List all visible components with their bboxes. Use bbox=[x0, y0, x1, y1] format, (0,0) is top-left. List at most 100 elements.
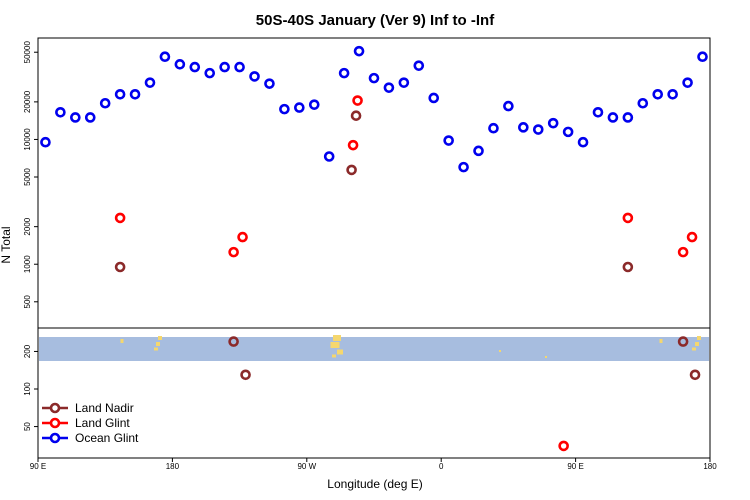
y-tick-label: 2000 bbox=[23, 217, 32, 235]
y-tick-label: 50 bbox=[23, 422, 32, 431]
land-nadir-point bbox=[228, 336, 239, 347]
land-glint-point bbox=[237, 231, 248, 243]
land-glint-legend-label: Land Glint bbox=[75, 416, 130, 430]
land-glint-point bbox=[352, 95, 363, 106]
ocean-glint-point bbox=[428, 92, 440, 104]
ocean-glint-point bbox=[592, 107, 604, 118]
ocean-glint-point bbox=[219, 61, 230, 73]
ocean-glint-point bbox=[294, 102, 305, 113]
map-land-patch bbox=[337, 349, 343, 355]
ocean-glint-point bbox=[323, 151, 335, 162]
ocean-glint-point bbox=[308, 99, 320, 110]
y-tick-label: 50000 bbox=[23, 41, 32, 64]
ocean-glint-legend-marker bbox=[49, 432, 61, 444]
land-nadir-point bbox=[622, 261, 634, 273]
ocean-glint-point bbox=[99, 97, 111, 109]
ocean-glint-point bbox=[652, 89, 664, 100]
x-axis-label: Longitude (deg E) bbox=[327, 477, 422, 491]
ocean-glint-point bbox=[174, 59, 186, 70]
y-tick-label: 500 bbox=[23, 295, 32, 309]
ocean-glint-point bbox=[368, 72, 380, 84]
x-tick-label: 0 bbox=[439, 462, 444, 471]
ocean-glint-point bbox=[249, 71, 260, 82]
land-nadir-point bbox=[240, 369, 251, 381]
ocean-glint-point bbox=[353, 45, 365, 57]
x-tick-label: 90 W bbox=[297, 462, 316, 471]
y-tick-label: 20000 bbox=[23, 90, 32, 113]
map-land-patch bbox=[695, 342, 699, 346]
map-land-patch bbox=[692, 347, 696, 351]
y-axis-label: N Total bbox=[0, 226, 13, 263]
world-map-strip bbox=[39, 335, 709, 361]
map-land-patch bbox=[545, 356, 547, 358]
ocean-glint-point bbox=[84, 112, 96, 123]
land-nadir-point bbox=[346, 164, 357, 176]
ocean-glint-point bbox=[488, 122, 499, 134]
x-tick-label: 180 bbox=[166, 462, 180, 471]
map-land-patch bbox=[158, 336, 162, 340]
ocean-glint-point bbox=[637, 97, 649, 109]
ocean-glint-point bbox=[443, 135, 454, 146]
y-tick-label: 1000 bbox=[23, 255, 32, 273]
ocean-glint-point bbox=[189, 61, 201, 73]
ocean-glint-point bbox=[114, 89, 126, 100]
land-glint-legend-marker bbox=[49, 417, 61, 429]
ocean-glint-point bbox=[518, 122, 529, 133]
land-nadir-point bbox=[350, 110, 362, 121]
ocean-glint-point bbox=[547, 117, 559, 129]
ocean-glint-point bbox=[458, 161, 469, 173]
land-nadir-legend-marker bbox=[49, 402, 61, 414]
ocean-glint-point bbox=[70, 112, 81, 123]
x-tick-label: 90 E bbox=[30, 462, 46, 471]
ocean-glint-point bbox=[40, 136, 51, 148]
plot-frame bbox=[37, 37, 711, 459]
ocean-glint-point bbox=[338, 67, 350, 79]
ocean-glint-legend-label: Ocean Glint bbox=[75, 431, 139, 445]
map-land-patch bbox=[332, 354, 336, 358]
land-nadir-legend-label: Land Nadir bbox=[75, 401, 134, 415]
ocean-glint-point bbox=[159, 51, 171, 63]
map-land-patch bbox=[697, 336, 701, 340]
map-land-patch bbox=[330, 342, 340, 348]
y-axis: 50 100 200 500 1000 2000 5000 10000 20000 50000 bbox=[23, 41, 38, 431]
ocean-glint-point bbox=[264, 78, 275, 89]
y-tick-label: 5000 bbox=[23, 168, 32, 186]
land-glint-point bbox=[347, 139, 359, 151]
ocean-glint-point bbox=[682, 77, 693, 88]
land-glint-point bbox=[558, 440, 569, 452]
map-land-patch bbox=[120, 339, 124, 343]
ocean-glint-point bbox=[413, 60, 425, 71]
ocean-glint-point bbox=[473, 145, 484, 157]
map-land-patch bbox=[154, 347, 158, 351]
map-land-patch bbox=[499, 350, 501, 352]
ocean-glint-point bbox=[279, 103, 290, 115]
land-nadir-point bbox=[114, 261, 126, 273]
land-glint-point bbox=[622, 212, 634, 224]
land-glint-point bbox=[686, 231, 698, 243]
x-axis: 90 E 180 90 W 0 90 E 180 bbox=[30, 458, 717, 471]
x-tick-label: 180 bbox=[703, 462, 717, 471]
ocean-glint-point bbox=[503, 100, 514, 112]
ocean-glint-point bbox=[129, 89, 141, 100]
y-tick-label: 100 bbox=[23, 382, 32, 396]
map-land-patch bbox=[659, 339, 663, 343]
land-glint-point bbox=[228, 246, 239, 258]
ocean-glint-point bbox=[55, 107, 66, 118]
ocean-glint-point bbox=[532, 124, 544, 135]
y-tick-label: 200 bbox=[23, 344, 32, 358]
ocean-glint-point bbox=[398, 77, 410, 88]
map-ocean-band bbox=[39, 337, 709, 361]
ocean-glint-point bbox=[622, 112, 634, 123]
ocean-glint-point bbox=[607, 112, 619, 123]
y-tick-label: 10000 bbox=[23, 128, 32, 151]
ocean-glint-point bbox=[383, 82, 395, 93]
ocean-glint-point bbox=[667, 89, 678, 100]
land-nadir-point bbox=[677, 336, 689, 347]
ocean-glint-point bbox=[144, 77, 156, 88]
ocean-glint-point bbox=[204, 67, 216, 79]
ocean-glint-point bbox=[562, 126, 574, 138]
land-glint-point bbox=[114, 212, 126, 224]
